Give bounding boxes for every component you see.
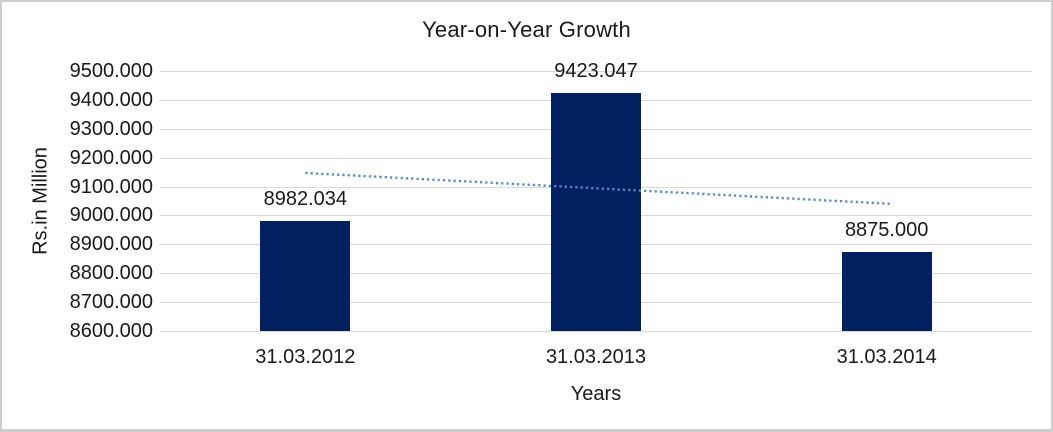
x-axis-title: Years — [570, 383, 622, 405]
bar-data-label: 9423.047 — [554, 60, 638, 83]
y-tick-label: 9300.000 — [69, 118, 153, 140]
x-category-label: 31.03.2012 — [255, 346, 356, 368]
gridline — [160, 71, 1032, 72]
x-category-label: 31.03.2013 — [545, 346, 647, 368]
bar-data-label: 8982.034 — [263, 187, 348, 210]
chart-title: Year-on-Year Growth — [422, 17, 631, 42]
y-tick-label: 8900.000 — [69, 233, 153, 255]
y-tick-label: 8700.000 — [69, 291, 153, 313]
y-tick-label: 8800.000 — [69, 262, 153, 284]
x-category-label: 31.03.2014 — [836, 346, 937, 368]
gridline — [160, 331, 1032, 332]
y-tick-label: 9500.000 — [69, 60, 153, 82]
y-tick-label: 8600.000 — [69, 320, 153, 342]
y-tick-label: 9000.000 — [69, 204, 153, 226]
bar — [841, 251, 932, 331]
y-tick-label: 9400.000 — [69, 89, 153, 111]
bar — [260, 220, 351, 331]
y-tick-label: 9100.000 — [69, 176, 153, 198]
bar — [551, 93, 641, 331]
bar-data-label: 8875.000 — [844, 218, 929, 241]
y-tick-label: 9200.000 — [69, 147, 153, 169]
